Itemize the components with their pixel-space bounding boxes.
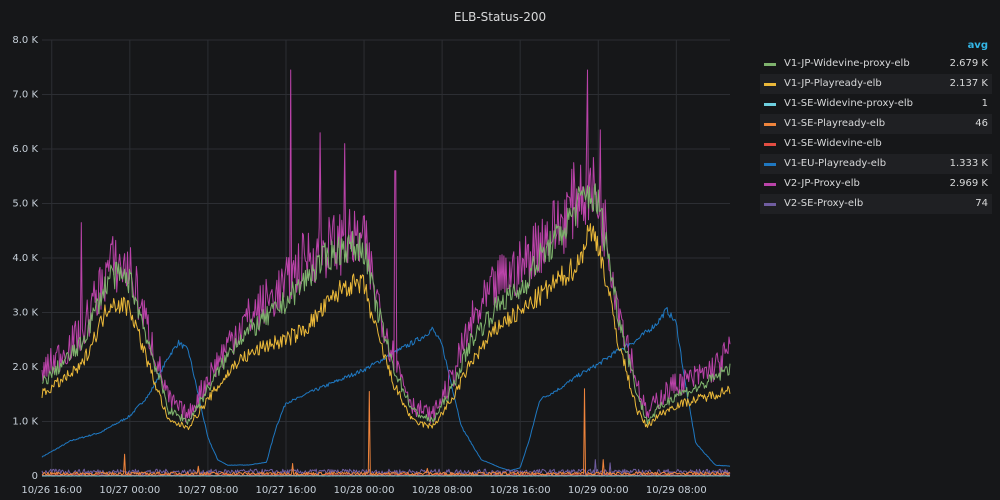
x-tick-label: 10/29 08:00 bbox=[646, 485, 707, 496]
legend-item[interactable]: V2-JP-Proxy-elb 2.969 K bbox=[760, 174, 992, 194]
legend-series-name[interactable]: V1-JP-Playready-elb bbox=[784, 78, 882, 89]
legend-avg-header[interactable]: avg bbox=[967, 40, 988, 51]
y-tick-label: 6.0 K bbox=[12, 144, 38, 155]
x-tick-label: 10/28 08:00 bbox=[412, 485, 473, 496]
legend-swatch bbox=[764, 142, 776, 146]
x-tick-label: 10/28 00:00 bbox=[334, 485, 395, 496]
legend-swatch bbox=[764, 202, 776, 206]
legend-item[interactable]: V1-SE-Playready-elb 46 bbox=[760, 114, 992, 134]
series-line bbox=[41, 388, 731, 476]
legend-series-avg: 46 bbox=[975, 118, 988, 129]
legend-series-avg: 1 bbox=[981, 98, 988, 109]
legend-swatch bbox=[764, 62, 776, 66]
legend-series-avg: 2.969 K bbox=[949, 178, 988, 189]
y-tick-label: 5.0 K bbox=[12, 199, 38, 210]
legend-item[interactable]: V1-JP-Widevine-proxy-elb 2.679 K bbox=[760, 54, 992, 74]
series-line bbox=[41, 223, 731, 431]
series-line bbox=[41, 69, 731, 424]
x-tick-label: 10/27 16:00 bbox=[256, 485, 317, 496]
y-tick-label: 7.0 K bbox=[12, 90, 38, 101]
legend-item[interactable]: V2-SE-Proxy-elb 74 bbox=[760, 194, 992, 214]
x-tick-label: 10/29 00:00 bbox=[568, 485, 629, 496]
x-tick-label: 10/27 00:00 bbox=[99, 485, 160, 496]
legend-swatch bbox=[764, 102, 776, 106]
y-tick-label: 2.0 K bbox=[12, 362, 38, 373]
y-tick-label: 1.0 K bbox=[12, 417, 38, 428]
legend-item[interactable]: V1-JP-Playready-elb 2.137 K bbox=[760, 74, 992, 94]
series-line bbox=[41, 183, 731, 425]
legend-series-name[interactable]: V1-JP-Widevine-proxy-elb bbox=[784, 58, 910, 69]
legend-swatch bbox=[764, 82, 776, 86]
legend-series-name[interactable]: V1-EU-Playready-elb bbox=[784, 158, 887, 169]
legend-item[interactable]: V1-EU-Playready-elb 1.333 K bbox=[760, 154, 992, 174]
y-tick-label: 3.0 K bbox=[12, 308, 38, 319]
y-tick-label: 8.0 K bbox=[12, 35, 38, 46]
y-tick-label: 0 bbox=[32, 471, 38, 482]
legend-swatch bbox=[764, 182, 776, 186]
legend-series-avg: 2.137 K bbox=[949, 78, 988, 89]
legend-series-name[interactable]: V1-SE-Widevine-elb bbox=[784, 138, 882, 149]
legend-swatch bbox=[764, 162, 776, 166]
legend: avg V1-JP-Widevine-proxy-elb 2.679 K V1-JP… bbox=[760, 38, 992, 214]
legend-series-avg: 74 bbox=[975, 198, 988, 209]
legend-series-name[interactable]: V2-JP-Proxy-elb bbox=[784, 178, 860, 189]
x-tick-label: 10/26 16:00 bbox=[21, 485, 82, 496]
x-tick-label: 10/28 16:00 bbox=[490, 485, 551, 496]
legend-series-avg: 1.333 K bbox=[949, 158, 988, 169]
legend-series-name[interactable]: V1-SE-Playready-elb bbox=[784, 118, 886, 129]
legend-item[interactable]: V1-SE-Widevine-elb bbox=[760, 134, 992, 154]
legend-series-avg: 2.679 K bbox=[949, 58, 988, 69]
x-tick-label: 10/27 08:00 bbox=[177, 485, 238, 496]
y-tick-label: 4.0 K bbox=[12, 253, 38, 264]
legend-series-name[interactable]: V2-SE-Proxy-elb bbox=[784, 198, 864, 209]
legend-item[interactable]: V1-SE-Widevine-proxy-elb 1 bbox=[760, 94, 992, 114]
legend-series-name[interactable]: V1-SE-Widevine-proxy-elb bbox=[784, 98, 914, 109]
legend-swatch bbox=[764, 122, 776, 126]
panel-title: ELB-Status-200 bbox=[453, 10, 547, 24]
